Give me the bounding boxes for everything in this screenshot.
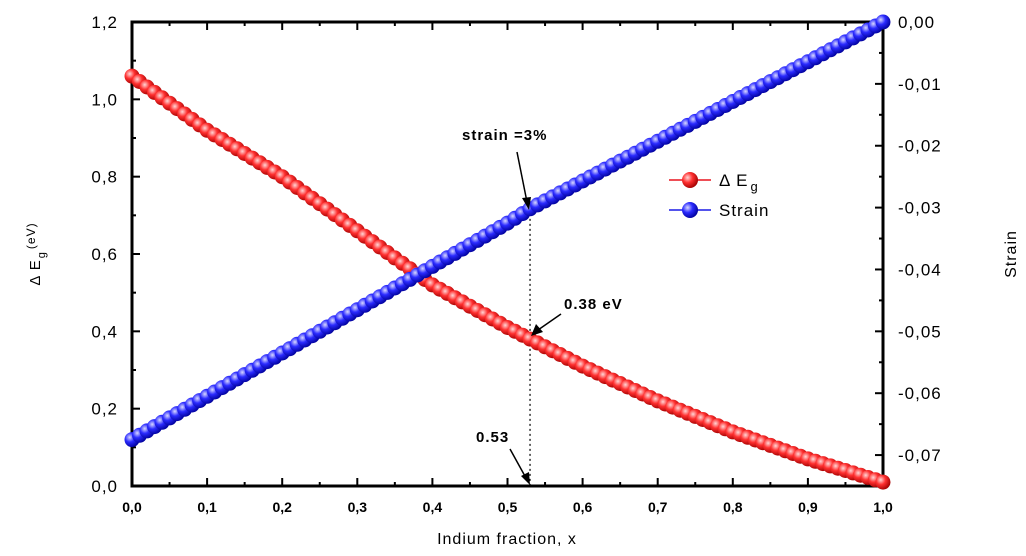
y-right-tick-label: -0,06 xyxy=(898,384,942,403)
legend-marker-blue xyxy=(682,202,698,218)
axis-ticks xyxy=(131,21,884,487)
x-tick-label: 0,4 xyxy=(423,499,443,515)
series-strain xyxy=(124,14,891,448)
annotation-x-label: 0.53 xyxy=(476,429,509,446)
legend-item-strain: Strain xyxy=(669,201,769,220)
y-left-tick-label: 1,0 xyxy=(91,90,118,109)
y-axis-left-title: Δ Eg(eV) xyxy=(24,222,48,285)
y-right-tick-label: 0,00 xyxy=(898,13,935,32)
x-tick-label: 0,5 xyxy=(498,499,518,515)
y-left-tick-label: 0,0 xyxy=(91,477,118,496)
annotation-x-arrowhead xyxy=(521,472,530,485)
annotation-eg-arrow xyxy=(537,313,562,331)
x-tick-label: 0,0 xyxy=(122,499,142,515)
y-left-tick-label: 0,8 xyxy=(91,168,118,187)
y-right-tick-label: -0,04 xyxy=(898,260,942,279)
y-right-tick-label: -0,05 xyxy=(898,322,942,341)
y-axis-right-title: Strain xyxy=(1003,230,1020,278)
series-delta-eg xyxy=(124,68,891,490)
axis-tick-labels: 0,0 0,1 0,2 0,3 0,4 0,5 0,6 0,7 0,8 0,9 1,0 0,0 0,2 0… xyxy=(91,13,942,515)
x-tick-label: 0,9 xyxy=(798,499,818,515)
x-tick-label: 0,6 xyxy=(573,499,593,515)
y-left-tick-label: 0,2 xyxy=(91,400,118,419)
annotation-eg: 0.38 eV xyxy=(531,296,623,336)
x-tick-label: 0,1 xyxy=(197,499,217,515)
data-point xyxy=(875,474,891,490)
y-left-tick-label: 0,6 xyxy=(91,245,118,264)
y-left-tick-label: 0,4 xyxy=(91,322,118,341)
annotation-eg-label: 0.38 eV xyxy=(564,296,623,313)
y-right-tick-label: -0,02 xyxy=(898,137,942,156)
y-axis-left-title-text: Δ Eg(eV) xyxy=(24,222,48,285)
annotation-strain-arrowhead xyxy=(522,197,531,210)
y-left-tick-label: 1,2 xyxy=(91,13,118,32)
x-tick-label: 0,3 xyxy=(348,499,368,515)
legend-label-strain: Strain xyxy=(719,201,769,220)
x-tick-label: 0,2 xyxy=(272,499,292,515)
plot-frame xyxy=(130,20,885,488)
x-axis-title: Indium fraction, x xyxy=(437,531,577,548)
y-right-tick-label: -0,07 xyxy=(898,446,942,465)
y-right-tick-label: -0,03 xyxy=(898,199,942,218)
annotation-x: 0.53 xyxy=(476,429,530,485)
annotation-eg-arrowhead xyxy=(531,324,543,336)
x-tick-label: 1,0 xyxy=(873,499,893,515)
x-tick-label: 0,8 xyxy=(723,499,743,515)
legend-marker-red xyxy=(682,172,698,188)
annotation-strain-arrow xyxy=(516,151,528,203)
annotation-x-arrow xyxy=(509,448,527,479)
annotation-strain-label: strain =3% xyxy=(462,127,547,144)
x-tick-label: 0,7 xyxy=(648,499,668,515)
y-right-tick-label: -0,01 xyxy=(898,75,942,94)
data-point xyxy=(875,14,891,30)
annotation-strain: strain =3% xyxy=(462,127,547,210)
